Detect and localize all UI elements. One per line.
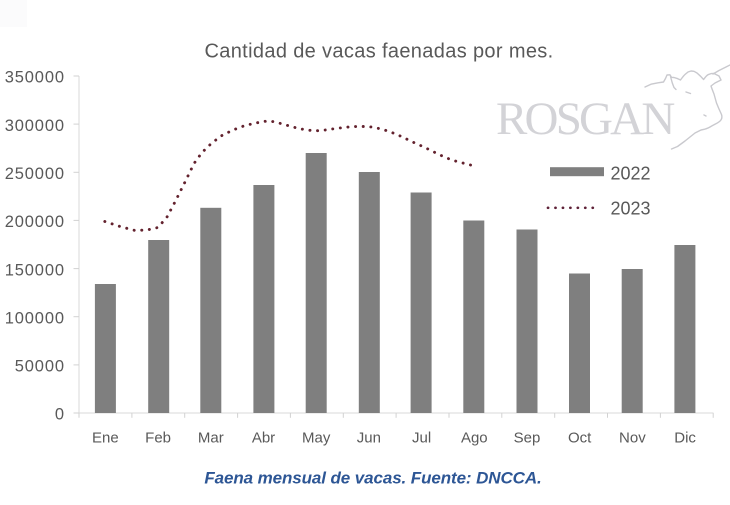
svg-text:Nov: Nov [619,430,646,447]
svg-text:0: 0 [55,406,65,424]
svg-text:150000: 150000 [5,261,65,279]
svg-text:Feb: Feb [145,430,171,447]
svg-text:Cantidad de vacas faenadas por: Cantidad de vacas faenadas por mes. [204,41,553,63]
svg-text:300000: 300000 [5,117,65,135]
svg-text:Mar: Mar [198,430,224,447]
svg-text:200000: 200000 [5,213,65,231]
svg-text:Jun: Jun [357,430,381,447]
svg-text:Ene: Ene [92,430,119,447]
svg-text:ROSGAN: ROSGAN [496,93,674,145]
svg-text:50000: 50000 [15,358,65,376]
svg-text:Dic: Dic [674,430,696,447]
svg-text:350000: 350000 [5,69,65,87]
svg-text:Abr: Abr [252,430,275,447]
svg-text:Jul: Jul [412,430,431,447]
svg-text:2022: 2022 [611,164,651,184]
svg-text:100000: 100000 [5,309,65,327]
svg-text:2023: 2023 [611,199,651,219]
svg-text:Faena mensual de vacas. Fuente: Faena mensual de vacas. Fuente: DNCCA. [204,469,541,488]
svg-text:Sep: Sep [514,430,541,447]
svg-text:Oct: Oct [568,430,592,447]
svg-text:250000: 250000 [5,165,65,183]
svg-text:May: May [302,430,331,447]
svg-text:Ago: Ago [461,430,488,447]
